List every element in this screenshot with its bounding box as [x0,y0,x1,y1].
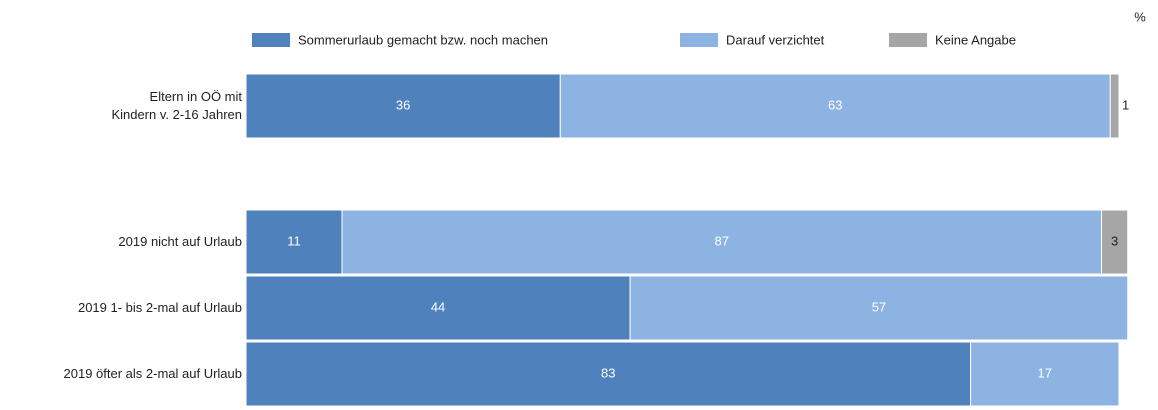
category-label: 2019 nicht auf Urlaub [118,234,242,249]
category-label: Eltern in OÖ mit Kindern v. 2-16 Jahren [111,89,242,122]
bar-segment [245,341,972,407]
legend-label: Sommerurlaub gemacht bzw. noch machen [298,32,548,47]
legend-swatch [252,33,290,47]
value-label: 57 [872,299,886,314]
value-label: 63 [828,97,842,112]
value-label: 1 [1122,97,1129,112]
bar-segment [970,341,1120,407]
legend-swatch [889,33,927,47]
bar-segment [245,275,631,341]
bar-segment [559,73,1111,139]
bar-segment [245,209,343,275]
value-label: 3 [1111,233,1118,248]
legend-label: Keine Angabe [935,32,1016,47]
value-label: 11 [287,233,301,248]
bar-segment [1109,73,1120,139]
category-label: 2019 1- bis 2-mal auf Urlaub [77,300,242,315]
bar-segment [341,209,1103,275]
unit-label: % [1134,9,1146,24]
bar-segment [1101,209,1129,275]
bar-segment [245,73,561,139]
value-label: 87 [715,233,729,248]
value-label: 17 [1038,365,1052,380]
value-label: 83 [601,365,615,380]
bar-segment [629,275,1129,341]
legend-label: Darauf verzichtet [726,32,825,47]
legend-swatch [680,33,718,47]
value-label: 36 [396,97,410,112]
category-label: 2019 öfter als 2-mal auf Urlaub [63,366,242,381]
value-label: 44 [431,299,445,314]
